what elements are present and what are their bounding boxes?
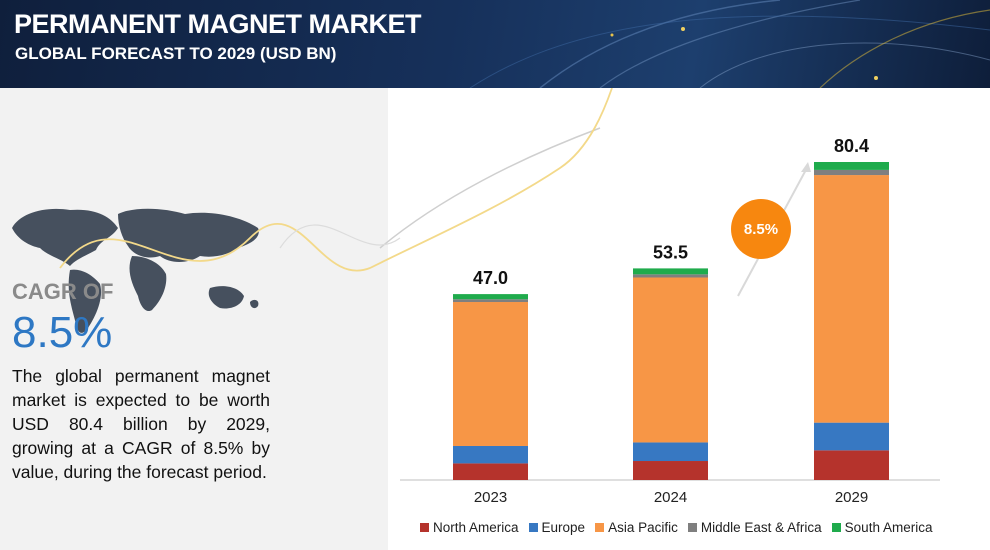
world-map (12, 208, 259, 333)
total-label-2024: 53.5 (653, 242, 688, 262)
legend-swatch (687, 523, 697, 532)
page-title: PERMANENT MAGNET MARKET (14, 9, 422, 39)
cagr-value: 8.5% (12, 308, 113, 357)
legend-swatch (420, 523, 429, 532)
bar-segment-europe-2029 (814, 422, 889, 451)
legend-swatch (595, 523, 605, 532)
market-description: The global permanent magnet market is ex… (12, 366, 270, 482)
bar-segment-south-america-2023 (453, 294, 528, 300)
total-label-2023: 47.0 (473, 268, 508, 288)
bar-segment-asia-pacific-2029 (814, 175, 889, 423)
bar-segment-north-america-2024 (633, 461, 708, 480)
bar-segment-middle-east-africa-2024 (633, 274, 708, 278)
chart-legend: North America Europe Asia Pacific Middle Ea… (420, 520, 932, 535)
bar-series-group: 47.0 2023 53.5 2024 80.4 2029 (453, 136, 889, 506)
banner-decoration (469, 0, 990, 88)
growth-arrowhead (801, 162, 811, 172)
x-tick-label-2024: 2024 (654, 489, 687, 506)
bar-segment-south-america-2029 (814, 162, 889, 170)
legend-label: Europe (541, 520, 586, 535)
bar-segment-asia-pacific-2024 (633, 277, 708, 443)
summary-panel (0, 88, 388, 550)
bar-segment-europe-2023 (453, 445, 528, 464)
bar-segment-asia-pacific-2023 (453, 302, 528, 446)
cagr-label: CAGR OF (12, 279, 114, 304)
bar-segment-north-america-2023 (453, 463, 528, 480)
legend-item-middle-east-africa: Middle East & Africa (687, 520, 822, 535)
x-tick-label-2023: 2023 (474, 489, 507, 506)
legend-label: South America (844, 520, 933, 535)
legend-item-south-america: South America (831, 520, 933, 535)
bar-segment-middle-east-africa-2029 (814, 169, 889, 176)
market-chart: 47.0 2023 53.5 2024 80.4 2029 (12, 88, 940, 506)
legend-swatch (831, 523, 841, 532)
bar-segment-middle-east-africa-2023 (453, 299, 528, 303)
legend-swatch (528, 523, 538, 532)
legend-label: Middle East & Africa (700, 520, 822, 535)
bar-segment-europe-2024 (633, 442, 708, 462)
header-banner: PERMANENT MAGNET MARKET GLOBAL FORECAST … (0, 0, 990, 88)
bar-segment-north-america-2029 (814, 450, 889, 480)
legend-item-north-america: North America (420, 520, 519, 535)
legend-item-asia-pacific: Asia Pacific (595, 520, 678, 535)
legend-item-europe: Europe (528, 520, 586, 535)
x-tick-label-2029: 2029 (835, 489, 868, 506)
legend-label: North America (433, 520, 519, 535)
page-subtitle: GLOBAL FORECAST TO 2029 (USD BN) (15, 44, 337, 63)
legend-label: Asia Pacific (608, 520, 678, 535)
bar-segment-south-america-2024 (633, 268, 708, 275)
total-label-2029: 80.4 (834, 136, 869, 156)
cagr-bubble: 8.5% (731, 199, 791, 259)
